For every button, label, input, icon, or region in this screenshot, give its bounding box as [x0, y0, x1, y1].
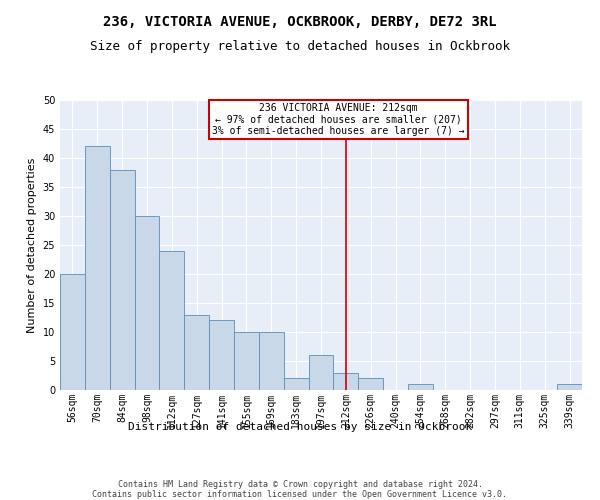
Text: Distribution of detached houses by size in Ockbrook: Distribution of detached houses by size … — [128, 422, 472, 432]
Bar — [358, 378, 383, 390]
Bar — [209, 320, 234, 390]
Bar — [408, 384, 433, 390]
Text: Size of property relative to detached houses in Ockbrook: Size of property relative to detached ho… — [90, 40, 510, 53]
Y-axis label: Number of detached properties: Number of detached properties — [27, 158, 37, 332]
Bar — [557, 384, 582, 390]
Text: Contains HM Land Registry data © Crown copyright and database right 2024.
Contai: Contains HM Land Registry data © Crown c… — [92, 480, 508, 500]
Bar — [184, 314, 209, 390]
Text: 236, VICTORIA AVENUE, OCKBROOK, DERBY, DE72 3RL: 236, VICTORIA AVENUE, OCKBROOK, DERBY, D… — [103, 15, 497, 29]
Bar — [134, 216, 160, 390]
Bar — [284, 378, 308, 390]
Bar — [308, 355, 334, 390]
Text: 236 VICTORIA AVENUE: 212sqm
← 97% of detached houses are smaller (207)
3% of sem: 236 VICTORIA AVENUE: 212sqm ← 97% of det… — [212, 103, 465, 136]
Bar — [259, 332, 284, 390]
Bar — [60, 274, 85, 390]
Bar — [85, 146, 110, 390]
Bar — [334, 372, 358, 390]
Bar — [110, 170, 134, 390]
Bar — [160, 251, 184, 390]
Bar — [234, 332, 259, 390]
